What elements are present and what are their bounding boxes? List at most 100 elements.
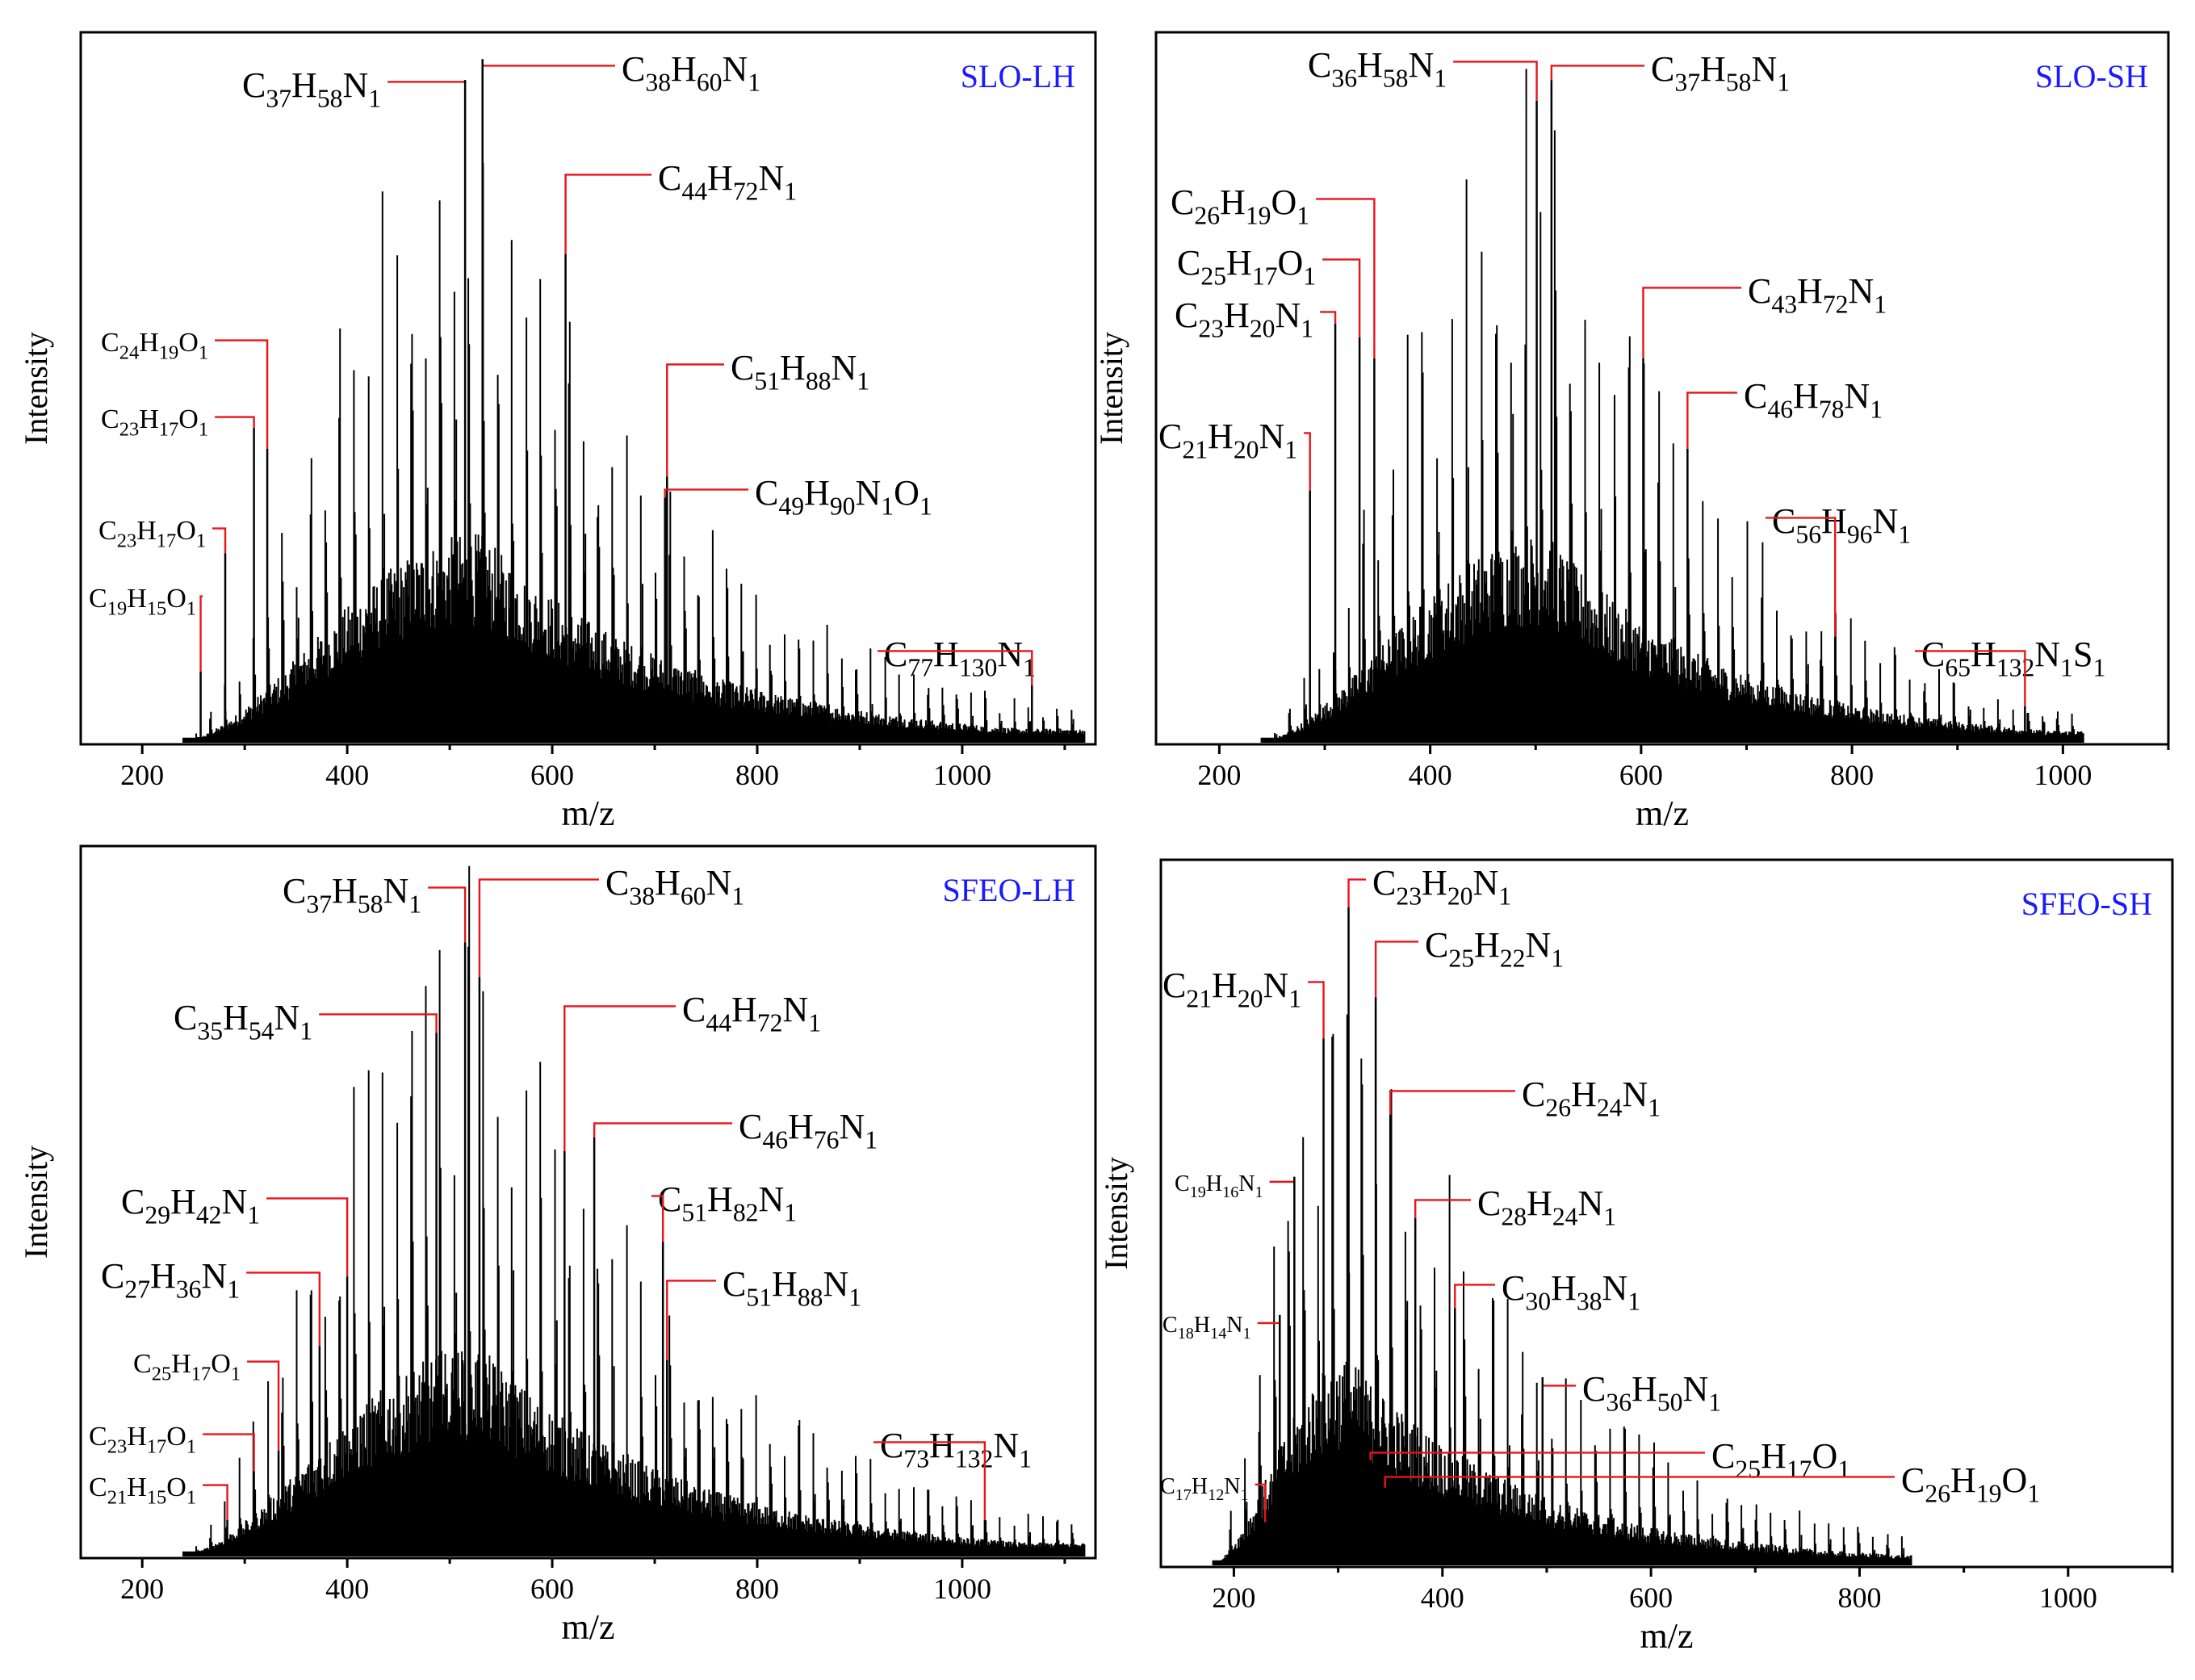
annotation-leader-line — [1915, 650, 2026, 706]
element-count: 1 — [2060, 653, 2073, 681]
element-symbol: C — [658, 1179, 681, 1219]
element-count: 46 — [1767, 395, 1793, 423]
annotation-leader-line — [1550, 65, 1644, 81]
element-symbol: N — [1224, 1474, 1240, 1499]
annotation: C23​H20​N1​ — [1347, 863, 1511, 1565]
annotation: C73​H132​N1​ — [873, 1426, 1032, 1556]
element-symbol: C — [731, 348, 754, 388]
annotation: C37​H58​N1​ — [242, 65, 467, 743]
element-count: 1 — [186, 598, 196, 620]
y-axis-label: Intensity — [1098, 1157, 1134, 1270]
element-count: 37 — [306, 890, 332, 918]
element-symbol: H — [933, 635, 959, 674]
annotation: C36​H58​N1​ — [1308, 45, 1538, 743]
element-count: 26 — [1925, 1479, 1950, 1507]
element-symbol: N — [1752, 49, 1778, 89]
formula-label: C73​H132​N1​ — [880, 1426, 1032, 1473]
annotation: C26​H24​N1​ — [1389, 1075, 1661, 1565]
element-count: 1 — [227, 1275, 240, 1303]
annotation-leader-line — [1320, 311, 1337, 324]
element-symbol: N — [783, 990, 809, 1029]
element-symbol: O — [1271, 182, 1297, 222]
element-count: 49 — [778, 492, 804, 520]
element-symbol: S — [2073, 635, 2092, 674]
element-symbol: N — [856, 473, 882, 513]
element-count: 1 — [784, 1198, 797, 1226]
element-count: 1 — [1243, 1325, 1251, 1343]
element-symbol: N — [1845, 376, 1870, 416]
element-count: 24 — [119, 342, 140, 364]
element-symbol: H — [804, 473, 830, 513]
element-symbol: N — [723, 49, 748, 89]
element-symbol: O — [1812, 1436, 1838, 1476]
element-count: 56 — [1795, 520, 1821, 548]
x-tick-label: 400 — [325, 759, 369, 791]
peak-lines — [1260, 69, 2084, 743]
element-count: 60 — [681, 882, 706, 910]
element-count: 26 — [1194, 201, 1220, 229]
element-count: 51 — [746, 1283, 772, 1311]
panel-title: SFEO-SH — [2021, 886, 2152, 922]
element-count: 19 — [1190, 1184, 1206, 1201]
annotation: C46​H78​N1​ — [1686, 376, 1883, 743]
formula-label: C19​H15​O1​ — [89, 584, 196, 620]
element-count: 54 — [249, 1016, 274, 1045]
element-symbol: H — [1192, 1474, 1208, 1499]
element-symbol: H — [1971, 635, 1996, 674]
x-tick-label: 600 — [1619, 759, 1663, 791]
element-symbol: C — [739, 1107, 762, 1146]
annotation: C25​H17​O1​ — [1177, 243, 1361, 743]
x-tick-label: 400 — [1409, 759, 1452, 791]
element-symbol: N — [1263, 966, 1289, 1005]
element-count: 1 — [1284, 435, 1297, 463]
element-symbol: C — [283, 871, 306, 911]
formula-label: C26​H19​O1​ — [1901, 1460, 2040, 1507]
annotation-leader-line — [199, 595, 203, 672]
annotation: C77​H130​N1​ — [878, 635, 1036, 743]
element-count: 1 — [1870, 395, 1883, 423]
element-count: 30 — [1525, 1287, 1551, 1315]
element-symbol: C — [1582, 1369, 1606, 1409]
element-symbol: O — [894, 473, 919, 513]
element-symbol: O — [166, 1422, 186, 1452]
element-count: 27 — [124, 1275, 150, 1303]
element-symbol: N — [997, 635, 1023, 674]
formula-label: C37​H58​N1​ — [1651, 49, 1790, 96]
element-count: 1 — [1255, 1184, 1263, 1201]
panel-title: SLO-LH — [961, 58, 1075, 94]
element-symbol: N — [1259, 417, 1285, 456]
element-count: 25 — [152, 1364, 172, 1385]
element-symbol: H — [731, 990, 757, 1029]
formula-label: C56​H96​N1​ — [1772, 501, 1911, 548]
element-count: 1 — [1603, 1202, 1616, 1230]
formula-label: C65​H132​N1​S1​ — [1921, 635, 2105, 681]
element-symbol: C — [101, 1256, 124, 1296]
element-count: 16 — [1222, 1184, 1238, 1201]
x-tick-label: 800 — [735, 1573, 779, 1605]
element-symbol: H — [1212, 966, 1238, 1005]
element-count: 1 — [1837, 1455, 1850, 1483]
element-count: 82 — [733, 1198, 759, 1226]
element-symbol: H — [1224, 295, 1250, 335]
element-count: 17 — [147, 1436, 167, 1458]
formula-label: C25​H17​O1​ — [1177, 243, 1316, 290]
element-symbol: C — [1711, 1436, 1735, 1476]
element-symbol: C — [242, 65, 266, 105]
element-symbol: C — [880, 1426, 903, 1465]
formula-label: C29​H42​N1​ — [121, 1182, 260, 1229]
element-symbol: C — [1177, 243, 1200, 283]
element-count: 1 — [368, 84, 381, 112]
element-symbol: C — [1372, 863, 1396, 903]
annotation: C38​H60​N1​ — [481, 49, 760, 743]
element-symbol: N — [1473, 863, 1499, 903]
element-count: 1 — [1648, 1093, 1661, 1121]
element-count: 38 — [629, 882, 655, 910]
element-symbol: N — [1578, 1184, 1604, 1223]
annotation: C51​H88​N1​ — [666, 1264, 861, 1556]
formula-label: C38​H60​N1​ — [622, 49, 760, 96]
annotation-leader-line — [1347, 878, 1366, 907]
annotation: C26​H19​O1​ — [1384, 1460, 2040, 1565]
annotation-leader-line — [664, 488, 748, 498]
x-tick-label: 600 — [530, 759, 574, 791]
element-symbol: N — [2034, 635, 2060, 674]
